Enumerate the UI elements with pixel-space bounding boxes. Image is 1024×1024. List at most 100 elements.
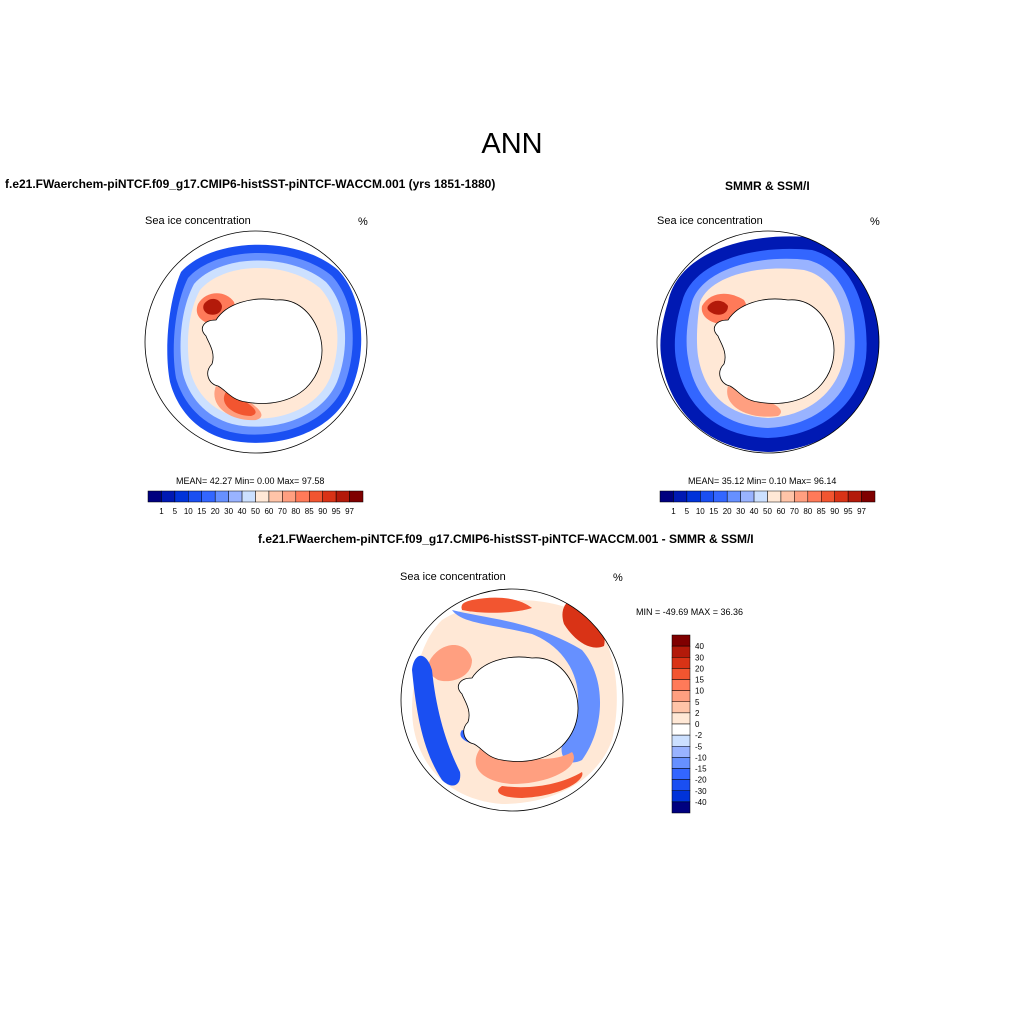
panel2-colorbar-label: 40 (750, 507, 759, 516)
panel3-colorbar-box (671, 668, 691, 680)
panel3-colorbar-label: -5 (695, 742, 703, 751)
panel1-units-label: % (358, 216, 368, 228)
panel1-colorbar-box (335, 490, 350, 503)
panel2-colorbar-label: 90 (830, 507, 839, 516)
panel2-colorbar-box (861, 490, 876, 503)
panel2-colorbar-label: 15 (709, 507, 718, 516)
panel1-colorbar-box (349, 490, 364, 503)
panel3-colorbar-box (671, 690, 691, 702)
panel1-colorbar-label: 1 (159, 507, 164, 516)
panel3-units-label: % (613, 572, 623, 584)
panel3-colorbar-box (671, 801, 691, 814)
panel2-colorbar-box (713, 490, 728, 503)
panel3-colorbar-label: -20 (695, 776, 707, 785)
panel3-colorbar-box (671, 657, 691, 669)
panel1-colorbar-box (228, 490, 243, 503)
panel2-units-label: % (870, 216, 880, 228)
panel3-map (401, 589, 623, 811)
panel1-map-border (144, 230, 368, 454)
main-title: ANN (481, 128, 543, 160)
panel2-colorbar-box (740, 490, 755, 503)
panel2-colorbar: 1 5 10 15 20 30 40 50 60 70 80 85 90 95 97 (659, 490, 876, 516)
panel1-colorbar-box (241, 490, 256, 503)
panel3-colorbar-label: 0 (695, 720, 700, 729)
panel2-colorbar-box (753, 490, 768, 503)
panel3-colorbar-box (671, 734, 691, 747)
panel1-colorbar-box (322, 490, 337, 503)
panel1-colorbar-label: 5 (173, 507, 178, 516)
panel3-colorbar-box (671, 679, 691, 691)
panel3-title: f.e21.FWaerchem-piNTCF.f09_g17.CMIP6-his… (258, 532, 754, 546)
panel3-colorbar-label: 10 (695, 687, 704, 696)
panel1-colorbar-label: 40 (238, 507, 247, 516)
panel1-colorbar-label: 15 (197, 507, 206, 516)
panel1-colorbar-box (161, 490, 176, 503)
panel3-colorbar-label: -10 (695, 753, 707, 762)
panel3-colorbar-label: 5 (695, 698, 700, 707)
panel1-colorbar: 1 5 10 15 20 30 40 50 60 70 80 85 90 95 97 (147, 490, 364, 516)
panel1-colorbar-box (295, 490, 310, 503)
panel1-colorbar-label: 20 (211, 507, 220, 516)
panel1-colorbar-label: 60 (264, 507, 273, 516)
panel3-colorbar-label: -30 (695, 787, 707, 796)
panel1-colorbar-box (147, 490, 162, 503)
panel3-variable-label: Sea ice concentration (400, 571, 506, 583)
panel1-colorbar-label: 97 (345, 507, 354, 516)
panel1-colorbar-box (255, 490, 270, 503)
panel3-colorbar-box (671, 723, 691, 736)
panel1-colorbar-label: 10 (184, 507, 193, 516)
panel3-stats: MIN = -49.69 MAX = 36.36 (636, 607, 744, 617)
panel3-colorbar-label: 15 (695, 676, 704, 685)
panel2-stats: MEAN= 35.12 Min= 0.10 Max= 96.14 (688, 476, 837, 486)
panel3-colorbar-box (671, 634, 691, 647)
panel2-colorbar-box (673, 490, 688, 503)
panel2-title: SMMR & SSM/I (725, 179, 810, 193)
panel2-colorbar-label: 60 (776, 507, 785, 516)
panel2-colorbar-box (834, 490, 849, 503)
panel2-colorbar-box (767, 490, 782, 503)
panel3-map-border (400, 588, 624, 812)
panel3-colorbar-box (671, 757, 691, 769)
panel3-colorbar-label: 20 (695, 664, 704, 673)
panel3-colorbar-box (671, 712, 691, 725)
panel1-colorbar-box (282, 490, 297, 503)
panel2-colorbar-box (847, 490, 862, 503)
panel1-colorbar-label: 50 (251, 507, 260, 516)
panel1-stats: MEAN= 42.27 Min= 0.00 Max= 97.58 (176, 476, 325, 486)
panel2-colorbar-label: 1 (671, 507, 676, 516)
panel1-colorbar-box (174, 490, 189, 503)
panel1-colorbar-box (268, 490, 283, 503)
panel3-colorbar-label: 2 (695, 709, 700, 718)
panel1-colorbar-box (309, 490, 323, 503)
panel2-map (657, 231, 879, 453)
panel3-colorbar-box (671, 779, 691, 791)
panel2-colorbar-label: 50 (763, 507, 772, 516)
panel3-colorbar-box (671, 768, 691, 780)
panel2-colorbar-box (780, 490, 795, 503)
panel1-colorbar-box (214, 490, 229, 503)
panel3-colorbar-label: 40 (695, 642, 704, 651)
panel1-colorbar-label: 70 (278, 507, 287, 516)
panel2-colorbar-box (686, 490, 701, 503)
panel2-variable-label: Sea ice concentration (657, 215, 763, 227)
panel2-map-border (656, 230, 880, 454)
panel2-colorbar-label: 30 (736, 507, 745, 516)
panel2-colorbar-box (821, 490, 835, 503)
panel3-colorbar-box (671, 701, 691, 714)
panel3-colorbar-label: -2 (695, 731, 703, 740)
panel3-colorbar-label: -40 (695, 798, 707, 807)
panel2-colorbar-box (794, 490, 809, 503)
panel2-colorbar-label: 95 (844, 507, 853, 516)
panel2-colorbar-box (807, 490, 822, 503)
panel2-colorbar-label: 85 (817, 507, 826, 516)
panel1-colorbar-label: 85 (305, 507, 314, 516)
panel1-colorbar-label: 80 (291, 507, 300, 516)
panel3-colorbar-label: 30 (695, 653, 704, 662)
panel3-colorbar-box (671, 645, 691, 658)
panel3-colorbar-box (671, 746, 691, 758)
panel2-colorbar-label: 97 (857, 507, 866, 516)
panel1-map (145, 231, 367, 453)
panel1-colorbar-box (188, 490, 202, 503)
